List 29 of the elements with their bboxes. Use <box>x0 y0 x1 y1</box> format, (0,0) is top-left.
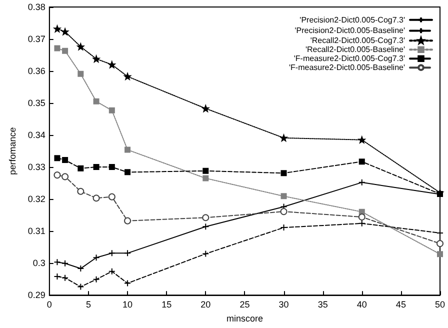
legend-label: 'Recall2-Dict0.005-Cog7.3' <box>310 36 406 46</box>
y-tick-label: 0.31 <box>28 226 46 236</box>
x-tick-label: 50 <box>434 300 445 310</box>
y-tick-label: 0.35 <box>28 98 46 108</box>
y-tick-label: 0.32 <box>28 194 46 204</box>
x-tick-label: 5 <box>86 300 91 310</box>
legend-label: 'Precision2-Dict0.005-Baseline' <box>294 26 406 36</box>
legend-label: 'Recall2-Dict0.005-Baseline' <box>305 45 406 54</box>
x-tick-label: 45 <box>396 300 406 310</box>
x-tick-label: 10 <box>122 300 133 310</box>
y-tick-label: 0.29 <box>28 290 46 300</box>
x-tick-label: 35 <box>318 300 328 310</box>
x-tick-label: 0 <box>46 300 52 310</box>
legend-label: 'F-measure2-Dict0.005-Cog7.3' <box>294 54 406 64</box>
legend-label: 'Precision2-Dict0.005-Cog7.3' <box>300 15 406 24</box>
y-tick-label: 0.37 <box>28 34 46 44</box>
legend-label: 'F-measure2-Dict0.005-Baseline' <box>289 63 406 72</box>
y-tick-label: 0.33 <box>28 162 46 172</box>
y-tick-label: 0.38 <box>28 2 46 12</box>
y-tick-label: 0.36 <box>28 66 46 76</box>
x-tick-label: 40 <box>356 300 367 310</box>
x-axis-title: minscore <box>226 314 263 324</box>
y-tick-label: 0.34 <box>28 130 46 140</box>
x-tick-label: 15 <box>162 300 172 310</box>
x-tick-label: 20 <box>200 300 211 310</box>
x-tick-label: 30 <box>278 300 289 310</box>
y-tick-label: 0.3 <box>32 258 46 268</box>
y-axis-title: perfomance <box>8 127 18 175</box>
x-tick-label: 25 <box>240 300 250 310</box>
